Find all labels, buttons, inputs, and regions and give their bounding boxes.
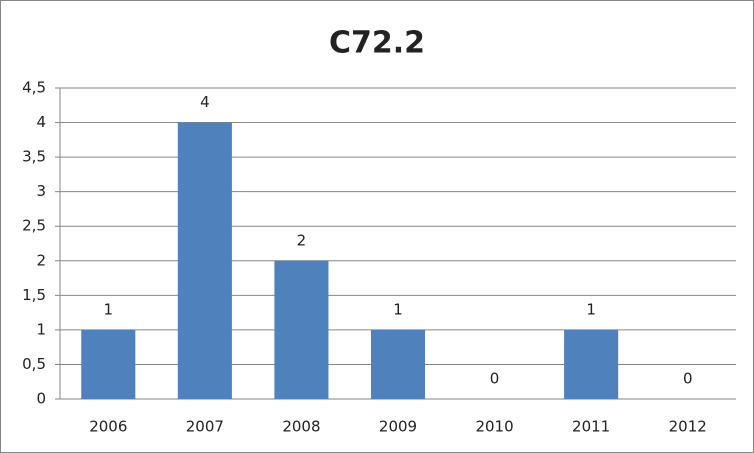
bar — [370, 329, 426, 399]
x-tick-label: 2009 — [379, 418, 417, 436]
y-tick-label: 0,5 — [22, 355, 46, 373]
data-label: 4 — [200, 93, 210, 111]
x-tick-label: 2006 — [89, 418, 127, 436]
y-tick-label: 2,5 — [22, 217, 46, 235]
bar — [274, 260, 329, 399]
x-tick-label: 2011 — [572, 418, 610, 436]
x-tick-label: 2007 — [186, 418, 224, 436]
data-label: 1 — [104, 300, 114, 318]
y-tick-label: 3,5 — [22, 148, 46, 166]
bar — [564, 329, 619, 399]
bar — [81, 329, 136, 399]
data-label: 2 — [297, 231, 307, 249]
x-tick-label: 2010 — [475, 418, 513, 436]
data-label: 1 — [586, 300, 596, 318]
y-tick-label: 1,5 — [22, 286, 46, 304]
bar — [177, 122, 232, 400]
y-tick-label: 1 — [36, 320, 46, 338]
y-tick-label: 3 — [36, 182, 46, 200]
x-tick-label: 2012 — [669, 418, 707, 436]
y-tick-label: 4,5 — [22, 79, 46, 97]
data-label: 0 — [683, 370, 693, 388]
y-tick-label: 2 — [36, 251, 46, 269]
data-label: 0 — [490, 370, 500, 388]
chart-title: C72.2 — [329, 26, 425, 61]
y-tick-label: 0 — [36, 390, 46, 408]
x-tick-label: 2008 — [282, 418, 320, 436]
y-tick-label: 4 — [36, 113, 46, 131]
data-label: 1 — [393, 300, 403, 318]
